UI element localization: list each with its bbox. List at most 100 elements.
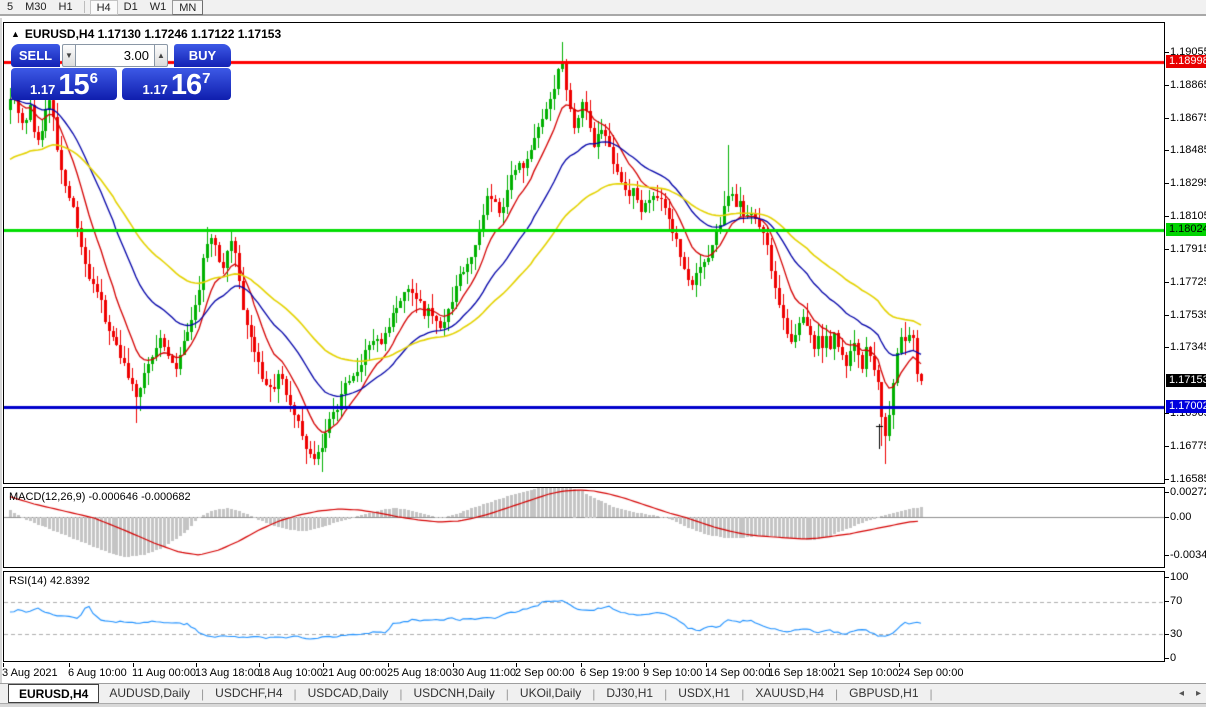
- price-axis-tick: 1.17915: [1165, 243, 1206, 255]
- tab-separator: |: [929, 686, 933, 701]
- timeframe-button-h4[interactable]: H4: [89, 0, 118, 15]
- ask-price-big-digits: 16: [170, 69, 202, 101]
- time-axis-tick: [69, 663, 70, 667]
- time-axis-label: 11 Aug 00:00: [132, 667, 197, 679]
- price-axis-tick: 1.17725: [1165, 276, 1206, 288]
- volume-input[interactable]: 3.00: [76, 44, 154, 67]
- rsi-label: RSI(14) 42.8392: [9, 575, 90, 587]
- time-axis-label: 21 Sep 10:00: [833, 667, 899, 679]
- price-axis-tick: 1.18485: [1165, 144, 1206, 156]
- rsi-axis-tick: 70: [1164, 595, 1183, 607]
- time-axis-label: 6 Aug 10:00: [68, 667, 127, 679]
- rsi-axis-tick: 30: [1164, 628, 1183, 640]
- sell-button[interactable]: SELL: [11, 44, 60, 67]
- macd-label: MACD(12,26,9) -0.000646 -0.000682: [9, 491, 191, 503]
- price-axis-tick: 1.16775: [1165, 440, 1206, 452]
- rsi-indicator-pane: RSI(14) 42.8392: [3, 571, 1165, 662]
- bid-price-display[interactable]: 1.17 15 6: [11, 68, 117, 100]
- time-axis-label: 9 Sep 10:00: [643, 667, 703, 679]
- volume-increase-button[interactable]: ▲: [154, 44, 168, 67]
- time-axis: 3 Aug 2021 6 Aug 10:00 11 Aug 00:00 13 Aug …: [2, 663, 1165, 682]
- tabs-nav: ◂ ▸: [1179, 688, 1201, 699]
- price-axis-tick: 1.18295: [1165, 177, 1206, 189]
- time-axis-tick: [3, 663, 4, 667]
- tab-dj30-h1[interactable]: DJ30,H1: [606, 686, 654, 700]
- tab-gbpusd-h1[interactable]: GBPUSD,H1: [849, 686, 919, 700]
- rsi-axis-tick: 0: [1164, 652, 1177, 664]
- current-price-label: 1.17153: [1166, 373, 1206, 387]
- tab-separator: |: [293, 686, 297, 701]
- macd-canvas[interactable]: [4, 488, 1164, 567]
- time-axis-label: 21 Aug 00:00: [322, 667, 387, 679]
- tab-separator: |: [399, 686, 403, 701]
- time-axis-label: 13 Aug 18:00: [195, 667, 260, 679]
- macd-axis-tick: 0.002726: [1165, 486, 1206, 498]
- tabs-prev-icon[interactable]: ◂: [1178, 688, 1184, 699]
- price-axis-tick: 1.18865: [1165, 79, 1206, 91]
- chart-title: ▲ EURUSD,H4 1.17130 1.17246 1.17122 1.17…: [11, 27, 281, 41]
- status-strip: [0, 703, 1206, 707]
- time-axis-label: 3 Aug 2021: [2, 667, 58, 679]
- time-axis-label: 25 Aug 18:00: [387, 667, 452, 679]
- tab-separator: |: [201, 686, 205, 701]
- tabs-next-icon[interactable]: ▸: [1195, 688, 1201, 699]
- resistance-line-label: 1.18998: [1166, 54, 1206, 68]
- main-chart-pane: ▲ EURUSD,H4 1.17130 1.17246 1.17122 1.17…: [3, 22, 1165, 484]
- price-axis-tick: 1.17345: [1165, 341, 1206, 353]
- support-line-label: 1.17002: [1166, 399, 1206, 413]
- timeframe-button-w1[interactable]: W1: [149, 0, 167, 13]
- time-axis-label: 18 Aug 10:00: [258, 667, 323, 679]
- timeframe-button-5[interactable]: 5: [7, 0, 14, 13]
- time-axis-tick: [899, 663, 900, 667]
- volume-decrease-button[interactable]: ▼: [62, 44, 76, 67]
- tab-usdcnh-daily[interactable]: USDCNH,Daily: [413, 686, 495, 700]
- ask-price-prefix: 1.17: [142, 82, 168, 97]
- time-axis-tick: [259, 663, 260, 667]
- tab-separator: |: [741, 686, 745, 701]
- price-axis-tick: 1.16585: [1165, 473, 1206, 485]
- tab-eurusd-h4[interactable]: EURUSD,H4: [8, 684, 100, 703]
- tab-usdx-h1[interactable]: USDX,H1: [678, 686, 731, 700]
- tab-usdchf-h4[interactable]: USDCHF,H4: [215, 686, 283, 700]
- tab-separator: |: [664, 686, 668, 701]
- time-axis-label: 30 Aug 11:00: [452, 667, 517, 679]
- tab-audusd-daily[interactable]: AUDUSD,Daily: [109, 686, 191, 700]
- price-axis-tick: 1.18105: [1165, 210, 1206, 222]
- rsi-canvas[interactable]: [4, 572, 1164, 661]
- collapse-arrow-icon[interactable]: ▲: [11, 29, 20, 39]
- ask-price-pipette: 7: [202, 70, 211, 87]
- time-axis-label: 2 Sep 00:00: [515, 667, 575, 679]
- window-edge: [0, 18, 2, 703]
- time-axis-label: 6 Sep 19:00: [580, 667, 640, 679]
- tab-xauusd-h4[interactable]: XAUUSD,H4: [755, 686, 825, 700]
- tab-separator: |: [835, 686, 839, 701]
- value-axis: 1.19055 1.18865 1.18675 1.18485 1.18295 1.181…: [1164, 0, 1206, 707]
- toolbar-separator: [83, 1, 85, 13]
- macd-indicator-pane: MACD(12,26,9) -0.000646 -0.000682: [3, 487, 1165, 568]
- rsi-axis-tick: 100: [1164, 571, 1189, 583]
- time-axis-tick: [834, 663, 835, 667]
- time-axis-tick: [388, 663, 389, 667]
- time-axis-tick: [706, 663, 707, 667]
- timeframe-toolbar: 5 M30 H1 H4 D1 W1 MN: [0, 0, 1206, 16]
- tab-separator: |: [505, 686, 509, 701]
- price-axis-tick: 1.17535: [1165, 309, 1206, 321]
- one-click-trade-panel: SELL ▼ 3.00 ▲ BUY 1.17 15 6 1.17 16 7: [11, 44, 232, 100]
- tab-usdcad-daily[interactable]: USDCAD,Daily: [307, 686, 389, 700]
- time-axis-tick: [581, 663, 582, 667]
- time-axis-tick: [453, 663, 454, 667]
- timeframe-button-mn[interactable]: MN: [172, 0, 204, 15]
- chart-tabs-bar: EURUSD,H4 AUDUSD,Daily | USDCHF,H4 | USDCAD,D…: [0, 683, 1206, 703]
- time-axis-tick: [516, 663, 517, 667]
- buy-button[interactable]: BUY: [174, 44, 231, 67]
- price-axis-tick: 1.18675: [1165, 112, 1206, 124]
- bid-price-big-digits: 15: [58, 69, 89, 101]
- timeframe-button-d1[interactable]: D1: [123, 0, 138, 13]
- timeframe-button-m30[interactable]: M30: [25, 0, 47, 13]
- timeframe-button-h1[interactable]: H1: [58, 0, 73, 13]
- time-axis-tick: [133, 663, 134, 667]
- time-axis-label: 24 Sep 00:00: [898, 667, 964, 679]
- ask-price-display[interactable]: 1.17 16 7: [122, 68, 231, 100]
- tab-ukoil-daily[interactable]: UKOil,Daily: [519, 686, 582, 700]
